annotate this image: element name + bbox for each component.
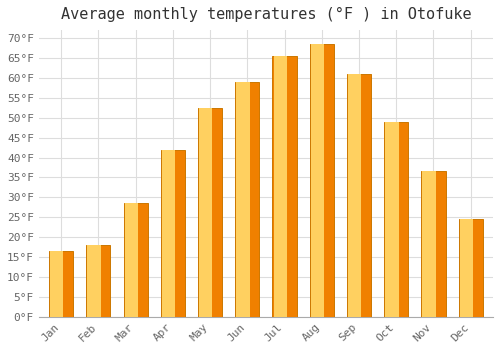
Bar: [422, 172, 436, 317]
Bar: [310, 44, 334, 317]
Bar: [384, 122, 408, 317]
Bar: [50, 251, 64, 317]
Bar: [124, 203, 138, 317]
Bar: [385, 122, 398, 317]
Bar: [198, 108, 222, 317]
Bar: [162, 149, 175, 317]
Bar: [86, 245, 110, 317]
Bar: [347, 74, 371, 317]
Bar: [49, 251, 73, 317]
Bar: [160, 149, 185, 317]
Bar: [458, 219, 483, 317]
Bar: [460, 219, 473, 317]
Bar: [88, 245, 101, 317]
Bar: [422, 172, 446, 317]
Bar: [348, 74, 362, 317]
Bar: [124, 203, 148, 317]
Bar: [272, 56, 296, 317]
Bar: [274, 56, 287, 317]
Title: Average monthly temperatures (°F ) in Otofuke: Average monthly temperatures (°F ) in Ot…: [60, 7, 471, 22]
Bar: [235, 82, 260, 317]
Bar: [236, 82, 250, 317]
Bar: [199, 108, 212, 317]
Bar: [311, 44, 324, 317]
